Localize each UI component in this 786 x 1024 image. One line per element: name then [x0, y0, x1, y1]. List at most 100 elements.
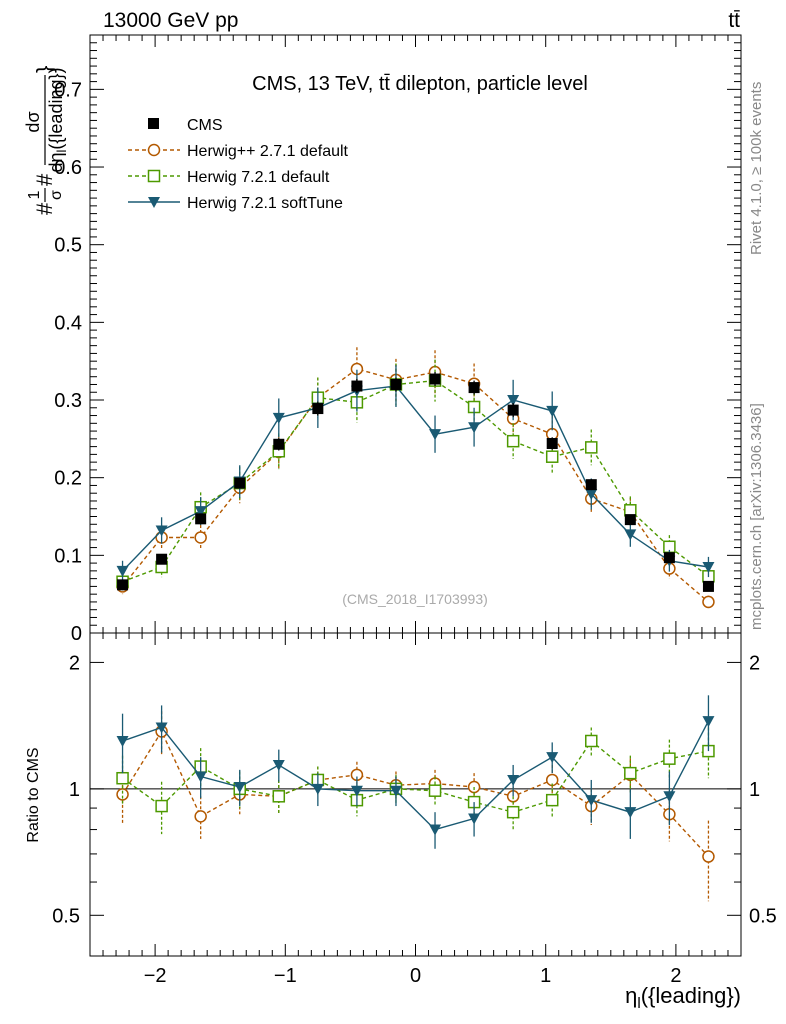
main-point — [117, 579, 129, 591]
ratio-point — [585, 734, 598, 748]
x-tick-label: 1 — [540, 965, 551, 987]
legend-marker-herwigpp — [147, 143, 161, 157]
y-label-one: 1 — [26, 190, 43, 199]
main-point — [546, 405, 559, 417]
ratio-y-tick-label-right: 1 — [749, 779, 760, 801]
ratio-point — [233, 782, 246, 794]
ratio-point — [350, 785, 363, 797]
main-point — [624, 529, 637, 541]
main-point — [273, 438, 285, 450]
main-point — [351, 380, 363, 392]
mcplots-label: mcplots.cern.ch [arXiv:1306.3436] — [748, 403, 765, 630]
main-point — [546, 438, 558, 450]
main-point — [585, 488, 598, 500]
main-point — [663, 552, 675, 564]
ratio-y-axis-label: Ratio to CMS — [25, 747, 42, 842]
y-tick-label: 0.5 — [54, 235, 82, 257]
ratio-point — [545, 793, 559, 807]
energy-label: 13000 GeV pp — [103, 9, 238, 32]
y-label-prefix: # — [32, 202, 57, 215]
main-point — [429, 429, 442, 441]
ratio-y-tick-label-right: 0.5 — [749, 905, 777, 927]
x-tick-label: −2 — [144, 965, 167, 987]
ratio-point — [702, 850, 715, 863]
x-tick-label: 2 — [670, 965, 681, 987]
ratio-point — [272, 759, 285, 771]
ratio-point — [116, 735, 129, 747]
main-point — [194, 506, 207, 518]
ratio-y-tick-label: 1 — [69, 779, 80, 801]
legend: CMS Herwig++ 2.7.1 default Herwig 7.2.1 … — [128, 117, 349, 212]
ratio-series-herwig-7-2-1-softtune — [116, 695, 715, 849]
ratio-plot-frame — [89, 632, 742, 957]
y-label-denom-d: dη — [46, 152, 66, 172]
y-label-mid: # — [32, 173, 57, 186]
main-point — [585, 479, 597, 491]
main-series-herwig-7-2-1-default — [116, 359, 715, 591]
main-point — [156, 553, 168, 565]
ratio-line-herwig-7-2-1-default — [122, 739, 709, 813]
y-label-denominator: dηl({leading}) — [46, 68, 69, 173]
ratio-axis-ticks: −2 −1 0 1 2 0.5 0.5 1 1 2 2 — [52, 621, 777, 987]
main-point — [272, 412, 285, 424]
y-label-numerator: dσ — [23, 111, 43, 132]
ratio-point — [546, 752, 559, 764]
ratio-point — [585, 795, 598, 807]
main-point — [194, 531, 207, 544]
ratio-point — [194, 771, 207, 783]
ratio-point — [116, 771, 129, 785]
rivet-version-label: Rivet 4.1.0, ≥ 100k events — [748, 82, 765, 255]
legend-marker-cms — [148, 118, 159, 129]
legend-entry-cms: CMS — [148, 117, 223, 134]
main-axis-ticks: 0 0.1 0.2 0.3 0.4 0.5 0.6 0.7 — [54, 34, 742, 645]
legend-entry-herwig7-default: Herwig 7.2.1 default — [128, 169, 330, 186]
x-axis-label: ηl({leading}) — [625, 983, 741, 1012]
y-label-denom-sub: l — [54, 149, 69, 152]
ratio-series-layer — [116, 695, 715, 902]
main-point — [702, 580, 714, 592]
main-line-herwig-7-2-1-default — [122, 379, 709, 583]
main-point — [312, 403, 324, 415]
ratio-y-tick-label-right: 2 — [749, 652, 760, 674]
ratio-point — [624, 766, 637, 780]
y-tick-label: 0.1 — [54, 545, 82, 567]
ratio-point — [506, 805, 520, 819]
main-point — [507, 395, 520, 407]
ratio-y-tick-label: 0.5 — [52, 905, 80, 927]
legend-label-herwig7-default: Herwig 7.2.1 default — [187, 169, 330, 186]
main-point — [234, 477, 246, 489]
ratio-point — [428, 784, 442, 797]
y-label-sigma: σ — [48, 190, 65, 200]
y-tick-label: 0.6 — [54, 157, 82, 179]
ratio-point — [311, 783, 324, 795]
ratio-point — [429, 824, 442, 836]
main-point — [155, 525, 168, 537]
ratio-line-herwig-2-7-1-default — [122, 729, 709, 857]
main-point — [545, 450, 559, 463]
ratio-point — [663, 791, 676, 803]
legend-label-herwig7-softtune: Herwig 7.2.1 softTune — [187, 195, 343, 212]
main-point — [429, 373, 441, 385]
ratio-point — [155, 799, 168, 813]
main-point — [702, 561, 715, 573]
main-series-herwig-7-2-1-softtune — [116, 365, 715, 581]
process-label: tt̄ — [728, 9, 740, 32]
main-series-cms — [117, 372, 714, 592]
x-label-rest: ({leading}) — [641, 983, 741, 1008]
y-tick-label: 0.3 — [54, 390, 82, 412]
ratio-y-tick-label: 2 — [69, 652, 80, 674]
y-tick-label: 0.2 — [54, 468, 82, 490]
legend-marker-herwig7-softtune — [148, 197, 160, 208]
ratio-point — [155, 722, 168, 734]
chart-title: CMS, 13 TeV, tt̄ dilepton, particle leve… — [252, 73, 588, 95]
legend-entry-herwigpp: Herwig++ 2.7.1 default — [128, 143, 349, 160]
y-tick-label: 0.7 — [54, 79, 82, 101]
x-tick-label: 0 — [410, 965, 421, 987]
ratio-point — [468, 813, 481, 825]
y-tick-label: 0.4 — [54, 312, 82, 334]
x-tick-label: −1 — [274, 965, 297, 987]
legend-entry-herwig7-softtune: Herwig 7.2.1 softTune — [128, 195, 343, 212]
main-line-herwig-7-2-1-softtune — [122, 385, 709, 572]
ratio-series-herwig-2-7-1-default — [116, 711, 715, 902]
